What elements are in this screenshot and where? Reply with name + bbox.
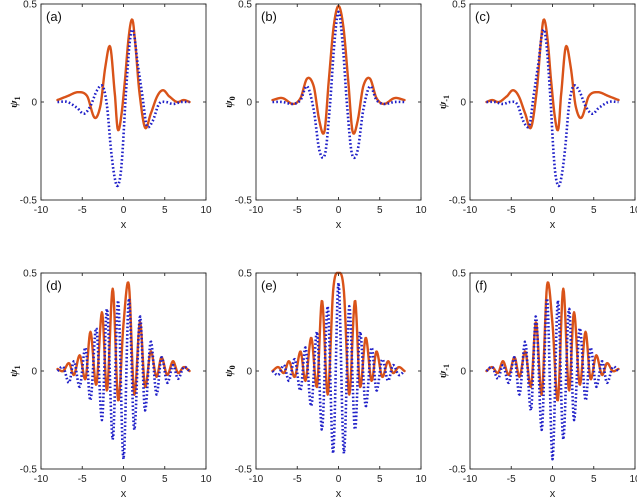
dotted-series-line [56,297,191,461]
x-tick-label: 0 [336,474,342,485]
x-tick-label: 5 [591,205,597,216]
chart-panel-1: -10 -5 0 5 10 -0.5 0 0.5 x ψ1 (a) [8,0,212,231]
solid-series-line [485,281,620,402]
x-tick-label: -10 [34,205,49,216]
x-tick-label: -5 [293,474,302,485]
chart-panel-2: -10 -5 0 5 10 -0.5 0 0.5 x ψ0 (b) [223,0,427,231]
solid-series-line [56,18,191,132]
chart-panel-4: -10 -5 0 5 10 -0.5 0 0.5 x ψ1 (d) [8,269,212,501]
y-axis-label: ψ-1 [437,95,451,109]
dotted-series-line [485,297,620,461]
panel-label: (b) [261,9,277,24]
chart-panel-5: -10 -5 0 5 10 -0.5 0 0.5 x ψ0 (e) [223,269,427,501]
x-tick-label: 10 [200,205,212,216]
panel-label: (f) [475,278,487,293]
y-tick-label: 0.5 [238,269,252,280]
y-tick-label: 0 [246,367,252,378]
x-axis-label: x [336,219,342,231]
y-tick-label: -0.5 [235,196,253,207]
y-tick-label: 0 [31,98,37,109]
y-axis-label: ψ0 [223,96,237,107]
solid-series-line [271,4,406,135]
panel-label: (e) [261,278,277,293]
x-tick-label: -5 [507,474,516,485]
solid-series-line [56,281,191,402]
x-tick-label: -5 [78,205,87,216]
x-tick-label: -5 [78,474,87,485]
y-tick-label: 0 [460,367,466,378]
x-tick-label: 0 [121,205,127,216]
y-tick-label: -0.5 [235,465,253,476]
x-tick-label: -5 [507,205,516,216]
x-tick-label: -10 [34,474,49,485]
x-tick-label: 0 [550,205,556,216]
x-tick-label: 5 [377,474,383,485]
x-tick-label: 0 [121,474,127,485]
x-axis-label: x [336,488,342,500]
x-axis-label: x [121,219,127,231]
x-axis-label: x [121,488,127,500]
panel-label: (c) [475,9,490,24]
x-tick-label: 5 [591,474,597,485]
y-tick-label: 0 [460,98,466,109]
y-tick-label: 0 [31,367,37,378]
x-axis-label: x [550,488,556,500]
chart-panel-3: -10 -5 0 5 10 -0.5 0 0.5 x ψ-1 (c) [437,0,637,231]
y-tick-label: 0.5 [23,0,37,11]
y-axis-label: ψ1 [8,365,22,376]
x-tick-label: 10 [629,474,637,485]
panel-label: (d) [46,278,62,293]
dotted-series-line [485,28,620,188]
y-tick-label: -0.5 [449,196,467,207]
y-tick-label: 0.5 [452,0,466,11]
y-tick-label: 0.5 [452,269,466,280]
x-tick-label: 10 [200,474,212,485]
x-tick-label: 5 [377,205,383,216]
y-axis-label: ψ1 [8,96,22,107]
x-tick-label: -10 [249,205,264,216]
x-tick-label: 10 [629,205,637,216]
dotted-series-line [271,10,406,160]
y-tick-label: 0.5 [238,0,252,11]
y-tick-label: 0.5 [23,269,37,280]
x-tick-label: -5 [293,205,302,216]
panel-label: (a) [46,9,62,24]
solid-series-line [485,18,620,132]
dotted-series-line [56,28,191,188]
dotted-series-line [271,281,406,455]
y-axis-label: ψ0 [223,365,237,376]
chart-panel-6: -10 -5 0 5 10 -0.5 0 0.5 x ψ-1 (f) [437,269,637,501]
x-tick-label: 5 [162,205,168,216]
x-tick-label: 10 [415,474,427,485]
x-tick-label: -10 [463,205,478,216]
x-tick-label: 10 [415,205,427,216]
y-axis-label: ψ-1 [437,364,451,378]
y-tick-label: 0 [246,98,252,109]
x-tick-label: -10 [249,474,264,485]
y-tick-label: -0.5 [20,465,38,476]
y-tick-label: -0.5 [20,196,38,207]
x-tick-label: 0 [550,474,556,485]
x-axis-label: x [550,219,556,231]
x-tick-label: 0 [336,205,342,216]
x-tick-label: 5 [162,474,168,485]
y-tick-label: -0.5 [449,465,467,476]
x-tick-label: -10 [463,474,478,485]
